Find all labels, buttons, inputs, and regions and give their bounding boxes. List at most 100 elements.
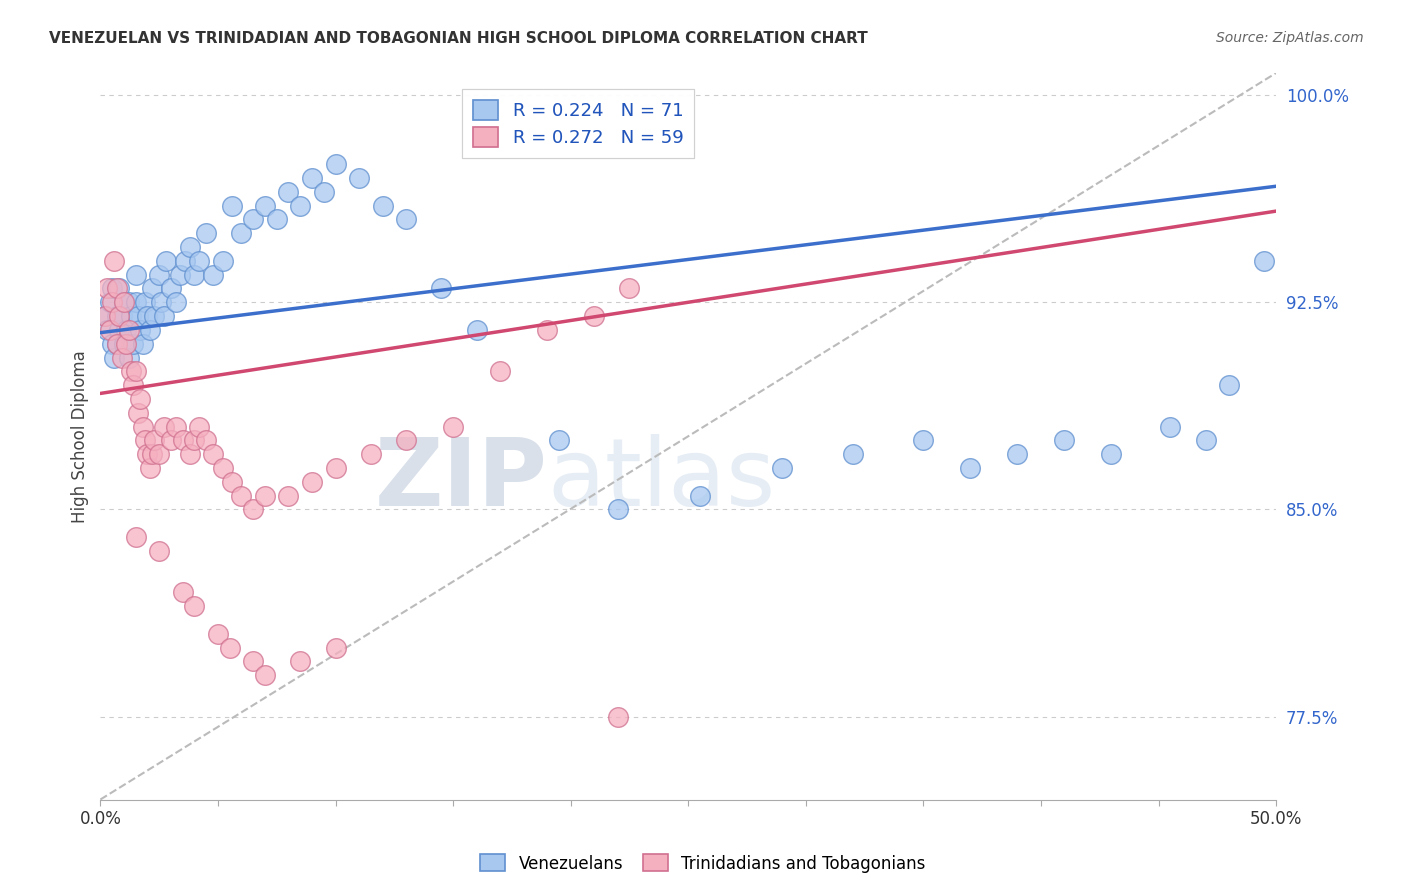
Point	[141, 281, 163, 295]
Point	[131, 419, 153, 434]
Point	[211, 461, 233, 475]
Point	[134, 295, 156, 310]
Point	[179, 240, 201, 254]
Point	[395, 434, 418, 448]
Point	[101, 295, 124, 310]
Point	[129, 323, 152, 337]
Point	[138, 461, 160, 475]
Point	[101, 336, 124, 351]
Point	[108, 281, 131, 295]
Point	[325, 461, 347, 475]
Point	[183, 599, 205, 614]
Point	[172, 585, 194, 599]
Point	[122, 336, 145, 351]
Point	[143, 309, 166, 323]
Point	[1053, 434, 1076, 448]
Point	[770, 461, 793, 475]
Point	[120, 309, 142, 323]
Point	[148, 544, 170, 558]
Point	[105, 336, 128, 351]
Point	[360, 447, 382, 461]
Point	[141, 447, 163, 461]
Point	[221, 198, 243, 212]
Point	[242, 654, 264, 668]
Point	[548, 434, 571, 448]
Point	[98, 323, 121, 337]
Point	[148, 447, 170, 461]
Point	[153, 419, 176, 434]
Point	[536, 323, 558, 337]
Point	[242, 212, 264, 227]
Point	[153, 309, 176, 323]
Point	[124, 364, 146, 378]
Point	[202, 268, 225, 282]
Point	[1253, 253, 1275, 268]
Point	[242, 502, 264, 516]
Point	[231, 489, 253, 503]
Point	[301, 475, 323, 489]
Text: VENEZUELAN VS TRINIDADIAN AND TOBAGONIAN HIGH SCHOOL DIPLOMA CORRELATION CHART: VENEZUELAN VS TRINIDADIAN AND TOBAGONIAN…	[49, 31, 868, 46]
Point	[325, 157, 347, 171]
Point	[301, 171, 323, 186]
Text: ZIP: ZIP	[374, 434, 547, 526]
Point	[150, 295, 173, 310]
Point	[165, 295, 187, 310]
Legend: R = 0.224   N = 71, R = 0.272   N = 59: R = 0.224 N = 71, R = 0.272 N = 59	[463, 89, 695, 158]
Point	[115, 336, 138, 351]
Point	[441, 419, 464, 434]
Point	[138, 323, 160, 337]
Point	[430, 281, 453, 295]
Point	[96, 281, 118, 295]
Point	[959, 461, 981, 475]
Point	[218, 640, 240, 655]
Point	[110, 351, 132, 365]
Point	[105, 336, 128, 351]
Point	[1101, 447, 1123, 461]
Point	[183, 434, 205, 448]
Point	[195, 434, 218, 448]
Point	[127, 406, 149, 420]
Point	[94, 309, 117, 323]
Point	[160, 281, 183, 295]
Point	[105, 309, 128, 323]
Point	[169, 268, 191, 282]
Point	[253, 198, 276, 212]
Point	[619, 281, 641, 295]
Point	[165, 419, 187, 434]
Point	[101, 281, 124, 295]
Point	[290, 198, 312, 212]
Point	[136, 309, 159, 323]
Point	[117, 351, 139, 365]
Point	[211, 253, 233, 268]
Point	[465, 323, 488, 337]
Point	[842, 447, 865, 461]
Point	[94, 309, 117, 323]
Y-axis label: High School Diploma: High School Diploma	[72, 350, 89, 523]
Point	[103, 253, 125, 268]
Point	[179, 447, 201, 461]
Point	[1007, 447, 1029, 461]
Point	[1159, 419, 1181, 434]
Point	[134, 434, 156, 448]
Point	[120, 364, 142, 378]
Point	[124, 268, 146, 282]
Point	[325, 640, 347, 655]
Point	[124, 295, 146, 310]
Point	[202, 447, 225, 461]
Point	[188, 253, 211, 268]
Point	[98, 295, 121, 310]
Point	[172, 434, 194, 448]
Point	[122, 378, 145, 392]
Legend: Venezuelans, Trinidadians and Tobagonians: Venezuelans, Trinidadians and Tobagonian…	[474, 847, 932, 880]
Point	[207, 627, 229, 641]
Point	[231, 226, 253, 240]
Point	[689, 489, 711, 503]
Point	[489, 364, 512, 378]
Point	[103, 351, 125, 365]
Point	[395, 212, 418, 227]
Point	[912, 434, 935, 448]
Point	[174, 253, 197, 268]
Point	[371, 198, 394, 212]
Point	[155, 253, 177, 268]
Point	[312, 185, 335, 199]
